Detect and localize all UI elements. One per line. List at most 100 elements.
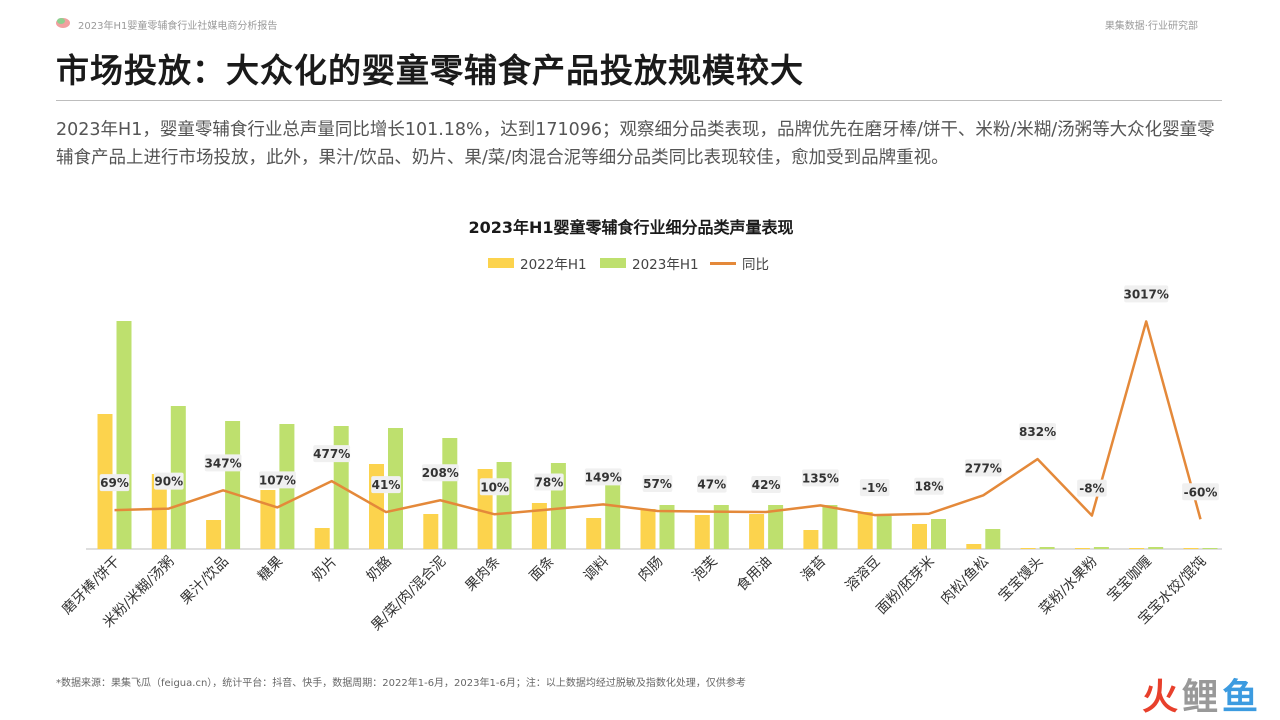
bar-2022-2 <box>206 520 222 549</box>
watermark-char-2: 鲤 <box>1182 677 1223 718</box>
yoy-label-bg-3 <box>259 471 296 489</box>
yoy-label-bg-19 <box>1124 285 1169 303</box>
yoy-label-bg-9 <box>584 468 622 486</box>
category-label-15: 面粉/胚芽米 <box>874 554 938 618</box>
bar-2022-8 <box>531 503 547 549</box>
yoy-label-bg-10 <box>642 474 673 492</box>
bar-2023-0 <box>116 321 132 549</box>
category-label-5: 奶酪 <box>364 554 395 585</box>
brand-name: 果集数据·行业研究部 <box>1104 21 1198 32</box>
yoy-line <box>114 320 1202 520</box>
legend-swatch-2023 <box>600 258 626 268</box>
yoy-label-18: -8% <box>1079 482 1104 496</box>
brand-logo-icon <box>56 18 70 28</box>
watermark-logo: 火鲤鱼 <box>1142 668 1262 720</box>
legend-line-yoy <box>710 262 736 265</box>
yoy-label-bg-2 <box>204 454 242 472</box>
bar-2022-1 <box>151 474 167 549</box>
category-label-9: 调料 <box>581 554 612 585</box>
bar-2022-3 <box>260 490 276 549</box>
bar-2022-11 <box>694 515 710 549</box>
yoy-label-bg-18 <box>1077 479 1107 497</box>
yoy-label-13: 135% <box>802 471 839 485</box>
bar-2022-14 <box>857 512 873 549</box>
yoy-label-1: 90% <box>154 475 183 489</box>
yoy-label-bg-8 <box>534 473 564 491</box>
yoy-label-3: 107% <box>259 473 296 487</box>
yoy-label-2: 347% <box>205 456 242 470</box>
watermark-char-1: 火 <box>1142 677 1183 718</box>
legend-label-2023: 2023年H1 <box>632 257 699 273</box>
category-label-2: 果汁/饮品 <box>178 554 232 608</box>
yoy-label-20: -60% <box>1184 485 1218 499</box>
yoy-label-bg-6 <box>421 464 459 482</box>
bar-2023-18 <box>1093 547 1109 549</box>
category-label-16: 肉松/鱼松 <box>937 553 992 608</box>
category-label-14: 溶溶豆 <box>843 554 884 595</box>
bar-2023-19 <box>1148 547 1164 549</box>
yoy-label-bg-11 <box>697 475 727 493</box>
yoy-label-0: 69% <box>100 476 129 490</box>
category-label-4: 奶片 <box>309 554 340 585</box>
summary-text: 2023年H1，婴童零辅食行业总声量同比增长101.18%，达到171096；观… <box>56 120 1215 168</box>
category-label-11: 泡芙 <box>689 553 721 585</box>
category-label-18: 菜粉/水果粉 <box>1037 554 1101 618</box>
yoy-label-17: 832% <box>1019 425 1056 439</box>
bar-2023-11 <box>713 505 729 549</box>
category-label-17: 宝宝馒头 <box>996 554 1047 605</box>
bar-2022-10 <box>640 509 656 549</box>
bar-2023-20 <box>1202 548 1218 549</box>
bar-2022-19 <box>1129 548 1145 549</box>
yoy-label-10: 57% <box>643 477 672 491</box>
yoy-label-bg-13 <box>802 469 839 487</box>
yoy-label-5: 41% <box>372 478 401 492</box>
bar-2022-18 <box>1074 548 1090 549</box>
yoy-label-6: 208% <box>422 466 459 480</box>
bar-2023-16 <box>985 529 1001 549</box>
chart-title: 2023年H1婴童零辅食行业细分品类声量表现 <box>468 218 794 237</box>
yoy-label-9: 149% <box>585 470 622 484</box>
bar-2022-16 <box>966 544 982 549</box>
bar-2022-4 <box>314 528 330 549</box>
category-label-8: 面条 <box>526 553 558 585</box>
bar-2023-2 <box>225 421 241 549</box>
yoy-label-16: 277% <box>965 461 1002 475</box>
bar-2023-15 <box>931 519 946 549</box>
report-title: 2023年H1婴童零辅食行业社媒电商分析报告 <box>78 21 278 32</box>
yoy-label-bg-16 <box>964 459 1002 477</box>
footnote: *数据来源：果集飞瓜（feigua.cn），统计平台：抖音、快手，数据周期：20… <box>56 678 746 689</box>
yoy-label-19: 3017% <box>1123 287 1168 301</box>
yoy-label-12: 42% <box>752 478 781 492</box>
category-label-19: 宝宝咖喱 <box>1104 554 1155 605</box>
yoy-label-8: 78% <box>535 475 564 489</box>
watermark-char-3: 鱼 <box>1222 677 1263 718</box>
legend-swatch-2022 <box>488 258 514 268</box>
yoy-label-bg-4 <box>313 445 351 463</box>
bar-2023-13 <box>822 505 838 549</box>
bar-2022-12 <box>749 514 765 549</box>
page-title: 市场投放：大众化的婴童零辅食产品投放规模较大 <box>56 51 804 90</box>
bar-2023-17 <box>1039 547 1055 549</box>
bar-2023-7 <box>496 462 512 549</box>
yoy-label-bg-5 <box>371 476 401 494</box>
yoy-label-bg-0 <box>99 474 130 492</box>
yoy-label-bg-20 <box>1182 483 1219 501</box>
yoy-label-7: 10% <box>480 480 509 494</box>
bar-2022-15 <box>912 524 927 549</box>
top-bar: 2023年H1婴童零辅食行业社媒电商分析报告 果集数据·行业研究部 <box>56 14 1226 34</box>
yoy-label-bg-17 <box>1019 423 1056 441</box>
yoy-label-14: -1% <box>862 481 887 495</box>
legend-label-2022: 2022年H1 <box>520 257 587 273</box>
category-label-13: 海苔 <box>797 553 829 585</box>
bar-2022-20 <box>1183 548 1199 549</box>
category-label-7: 果肉条 <box>462 553 504 595</box>
yoy-label-bg-1 <box>154 472 184 490</box>
bar-2023-9 <box>605 471 621 549</box>
title-divider <box>56 100 1222 101</box>
yoy-label-4: 477% <box>313 447 350 461</box>
bar-2022-13 <box>803 530 819 549</box>
bar-2023-14 <box>876 516 892 549</box>
bar-2023-12 <box>768 505 784 549</box>
category-label-12: 食用油 <box>733 553 775 595</box>
category-label-3: 糖果 <box>255 554 286 585</box>
